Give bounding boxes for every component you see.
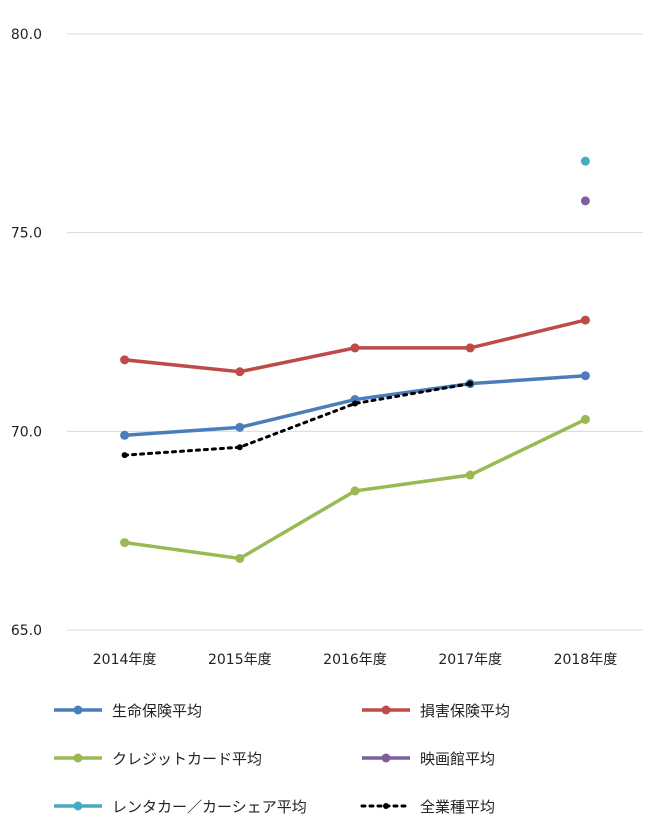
gridlines: [67, 33, 643, 631]
legend-label: 生命保険平均: [112, 701, 203, 720]
data-point: [580, 196, 590, 206]
data-point: [465, 343, 475, 353]
y-tick-label: 65.0: [11, 623, 42, 639]
legend-item: レンタカー／カーシェア平均: [50, 794, 307, 818]
data-point: [121, 452, 128, 459]
legend-swatch: [54, 705, 102, 715]
legend-item: 生命保険平均: [50, 698, 202, 722]
data-point: [580, 414, 590, 424]
series-1: [120, 315, 590, 377]
legend-item: 全業種平均: [358, 794, 495, 818]
legend-item: 損害保険平均: [358, 698, 510, 722]
data-point: [120, 538, 130, 548]
data-point: [235, 422, 245, 432]
legend-swatch: [54, 753, 102, 763]
legend-item: 映画館平均: [358, 746, 495, 770]
data-point: [350, 486, 360, 496]
legend: 生命保険平均 損害保険平均クレジットカード平均 映画館平均レンタカー／カーシェア平均…: [0, 690, 653, 840]
legend-swatch: [362, 705, 410, 715]
x-tick-label: 2016年度: [323, 652, 387, 668]
legend-label: クレジットカード平均: [112, 749, 263, 768]
legend-label: 映画館平均: [420, 749, 496, 768]
legend-label: 全業種平均: [420, 797, 496, 816]
line-chart: 65.0 70.0 75.0 80.0 2014年度 2015年度 2016年度 2017年…: [11, 27, 643, 668]
data-point: [235, 367, 245, 377]
data-point: [580, 371, 590, 381]
legend-label: 損害保険平均: [420, 701, 511, 720]
series-5: [121, 380, 474, 459]
x-tick-label: 2017年度: [438, 652, 502, 668]
data-point: [352, 400, 358, 407]
x-tick-label: 2018年度: [554, 652, 618, 668]
data-point: [580, 315, 590, 325]
series-lines: [120, 156, 590, 563]
series-4: [580, 156, 590, 166]
data-point: [580, 156, 590, 166]
data-point: [467, 380, 474, 387]
y-tick-label: 75.0: [11, 226, 42, 242]
legend-label: レンタカー／カーシェア平均: [112, 797, 307, 816]
data-point: [235, 553, 245, 563]
y-axis-ticks: 65.0 70.0 75.0 80.0: [11, 27, 42, 639]
data-point: [120, 355, 130, 365]
series-2: [120, 414, 590, 563]
data-point: [120, 430, 130, 440]
series-3: [580, 196, 590, 206]
data-point: [465, 470, 475, 480]
y-tick-label: 80.0: [11, 27, 42, 43]
x-axis-ticks: 2014年度 2015年度 2016年度 2017年度 2018年度: [93, 652, 617, 668]
series-line: [123, 382, 472, 457]
x-tick-label: 2014年度: [93, 652, 157, 668]
legend-swatch: [362, 753, 410, 763]
legend-swatch: [360, 803, 412, 809]
legend-item: クレジットカード平均: [50, 746, 262, 770]
y-tick-label: 70.0: [11, 424, 42, 440]
legend-swatch: [54, 801, 102, 811]
data-point: [236, 444, 243, 451]
data-point: [350, 343, 360, 353]
x-tick-label: 2015年度: [208, 652, 272, 668]
